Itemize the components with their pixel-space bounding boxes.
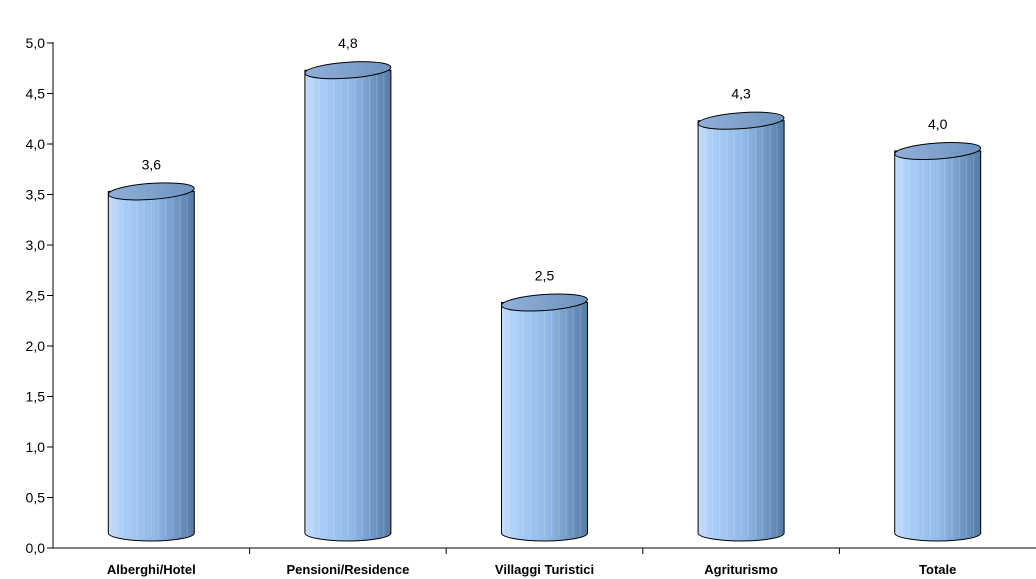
y-tick-label: 4,5 — [26, 86, 46, 102]
y-tick-label: 0,0 — [26, 540, 46, 556]
category-label: Villaggi Turistici — [495, 562, 594, 577]
y-tick-label: 4,0 — [26, 136, 46, 152]
bar — [894, 141, 982, 542]
data-label: 4,0 — [928, 116, 948, 132]
bar-top-cap — [304, 61, 392, 80]
bar — [107, 182, 195, 542]
y-tick-label: 2,0 — [26, 338, 46, 354]
labels: 3,6 Alberghi/Hotel 4,8 Pensioni/Residence 2,… — [107, 35, 956, 577]
data-label: 3,6 — [142, 156, 162, 172]
y-tick-label: 1,0 — [26, 439, 46, 455]
y-tick-label: 5,0 — [26, 35, 46, 51]
bar-top-cap — [894, 141, 982, 161]
data-label: 4,8 — [338, 35, 358, 51]
axes: 0,0 0,5 1,0 1,5 2,0 2,5 3,0 3,5 4,0 4,5 5,0 — [26, 35, 1036, 556]
category-label: Agriturismo — [704, 562, 778, 577]
category-label: Pensioni/Residence — [286, 562, 409, 577]
category-label: Totale — [919, 562, 956, 577]
y-tick-label: 1,5 — [26, 389, 46, 405]
bar-body — [501, 302, 588, 542]
y-tick-label: 2,5 — [26, 288, 46, 304]
data-label: 2,5 — [535, 268, 555, 284]
bar-body — [304, 69, 392, 542]
category-label: Alberghi/Hotel — [107, 562, 196, 577]
data-label: 4,3 — [731, 86, 751, 102]
bar — [304, 61, 392, 542]
y-tick-label: 3,5 — [26, 187, 46, 203]
bars — [107, 61, 982, 542]
bar-top-cap — [501, 293, 588, 312]
bar-body — [107, 190, 195, 542]
bar-body — [697, 120, 785, 542]
bar-top-cap — [697, 111, 785, 130]
bar — [501, 293, 588, 542]
bar — [697, 111, 785, 542]
bar-top-cap — [107, 182, 195, 201]
bar-body — [894, 150, 982, 542]
y-tick-label: 0,5 — [26, 490, 46, 506]
y-tick-label: 3,0 — [26, 237, 46, 253]
